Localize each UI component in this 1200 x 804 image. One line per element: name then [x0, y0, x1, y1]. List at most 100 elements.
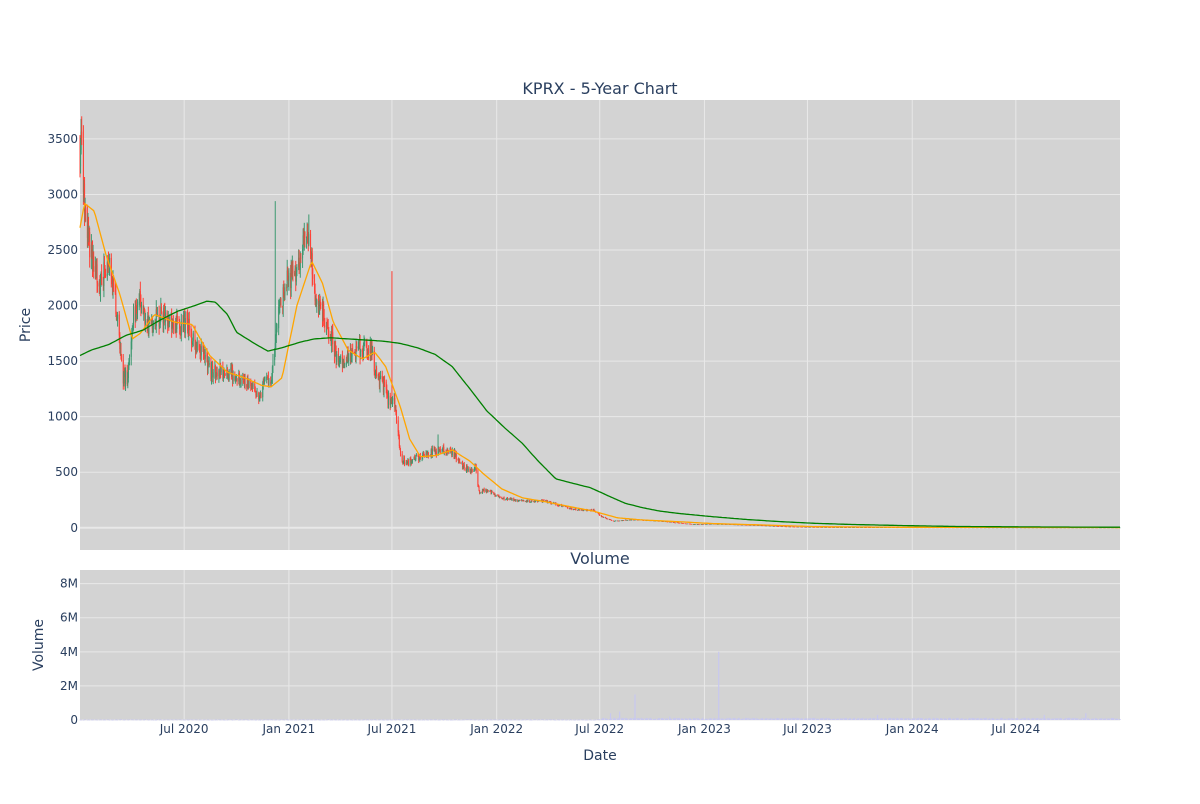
price-y-tick-label: 1000: [47, 410, 78, 424]
volume-bar: [1065, 718, 1067, 720]
candle-body: [748, 525, 750, 526]
candle-body: [87, 225, 89, 238]
candle-body: [79, 150, 81, 167]
candle-body: [485, 489, 487, 492]
candle-body: [706, 523, 708, 525]
candle-body: [278, 304, 280, 307]
candle-body: [758, 525, 760, 526]
volume-bar: [159, 719, 161, 721]
candle-body: [668, 521, 670, 523]
candle-body: [501, 498, 503, 500]
candle-body: [131, 327, 133, 333]
volume-bar: [495, 719, 497, 720]
candle-body: [694, 524, 696, 525]
price-plot-area[interactable]: 0 500 1000 1500 2000 2500 3000 3500: [47, 100, 1121, 550]
volume-bar: [317, 719, 320, 721]
candle-body: [535, 500, 537, 502]
volume-bar: [364, 719, 366, 720]
candle-body: [792, 526, 794, 528]
candle-body: [748, 525, 750, 526]
candle-body: [605, 517, 607, 519]
candle-body: [135, 307, 137, 309]
candle-body: [566, 506, 568, 507]
candle-body: [780, 526, 782, 528]
candle-body: [382, 381, 384, 393]
candle-body: [543, 500, 545, 501]
candle-body: [778, 526, 780, 527]
volume-bar: [232, 719, 234, 721]
candle-body: [573, 509, 575, 510]
volume-bar: [399, 719, 402, 721]
volume-bar: [479, 719, 481, 721]
candle-body: [546, 500, 548, 502]
volume-bar: [1017, 718, 1019, 720]
candle-body: [384, 379, 386, 382]
candle-body: [367, 349, 369, 355]
candle-body: [323, 303, 325, 319]
candle-body: [394, 406, 396, 409]
volume-bar: [553, 719, 555, 720]
candle-body: [465, 467, 467, 471]
volume-y-tick-label: 0: [70, 713, 78, 727]
candle-body: [870, 527, 872, 528]
candle-body: [818, 527, 820, 528]
volume-bar: [993, 719, 995, 720]
volume-bar: [334, 719, 336, 721]
candle-body: [175, 322, 177, 331]
candle-body: [127, 366, 129, 379]
candle-body: [662, 521, 664, 522]
volume-bar: [280, 719, 282, 720]
candle-body: [351, 350, 353, 357]
volume-bar: [525, 719, 527, 721]
candle-body: [704, 524, 706, 525]
candle-body: [231, 368, 233, 374]
candle-body: [174, 329, 176, 331]
volume-bar: [81, 719, 83, 721]
ma-short-line: [79, 202, 1120, 529]
price-y-tick-label: 0: [70, 521, 78, 535]
volume-plot-area[interactable]: 0 2M 4M 6M 8M: [60, 570, 1121, 727]
volume-bar: [686, 718, 688, 720]
candle-body: [84, 183, 86, 212]
volume-bar: [710, 718, 712, 720]
candle-body: [499, 496, 501, 498]
candle-body: [836, 527, 838, 528]
candle-body: [505, 499, 507, 500]
candle-body: [800, 526, 802, 528]
volume-bar: [945, 718, 947, 720]
volume-bar: [916, 718, 918, 720]
candle-body: [602, 516, 604, 518]
candle-body: [806, 526, 808, 528]
candle-body: [376, 367, 378, 377]
candle-body: [167, 318, 169, 327]
volume-bar: [144, 719, 147, 720]
volume-bar: [961, 718, 963, 720]
candle-body: [335, 345, 337, 352]
candle-body: [167, 319, 169, 327]
candle-body: [471, 469, 473, 473]
candle-body: [398, 435, 400, 446]
candle-body: [609, 519, 611, 521]
candle-body: [339, 361, 341, 362]
candle-body: [327, 326, 329, 331]
candle-body: [664, 521, 666, 523]
volume-bar: [344, 719, 346, 721]
volume-bar: [770, 717, 772, 720]
candle-body: [295, 268, 297, 282]
candle-body: [352, 350, 354, 353]
candle-body: [152, 327, 154, 329]
candle-body: [374, 371, 376, 375]
candle-body: [698, 524, 700, 525]
candle-body: [97, 283, 99, 287]
volume-bar: [1081, 717, 1083, 720]
candle-body: [714, 523, 716, 525]
candle-body: [156, 314, 158, 316]
candle-body: [515, 499, 517, 502]
candle-body: [385, 381, 387, 390]
volume-bar: [259, 719, 262, 721]
candle-body: [235, 379, 237, 380]
candle-body: [593, 509, 595, 511]
volume-bar: [316, 719, 318, 720]
candle-body: [853, 527, 855, 528]
candle-body: [410, 459, 412, 464]
